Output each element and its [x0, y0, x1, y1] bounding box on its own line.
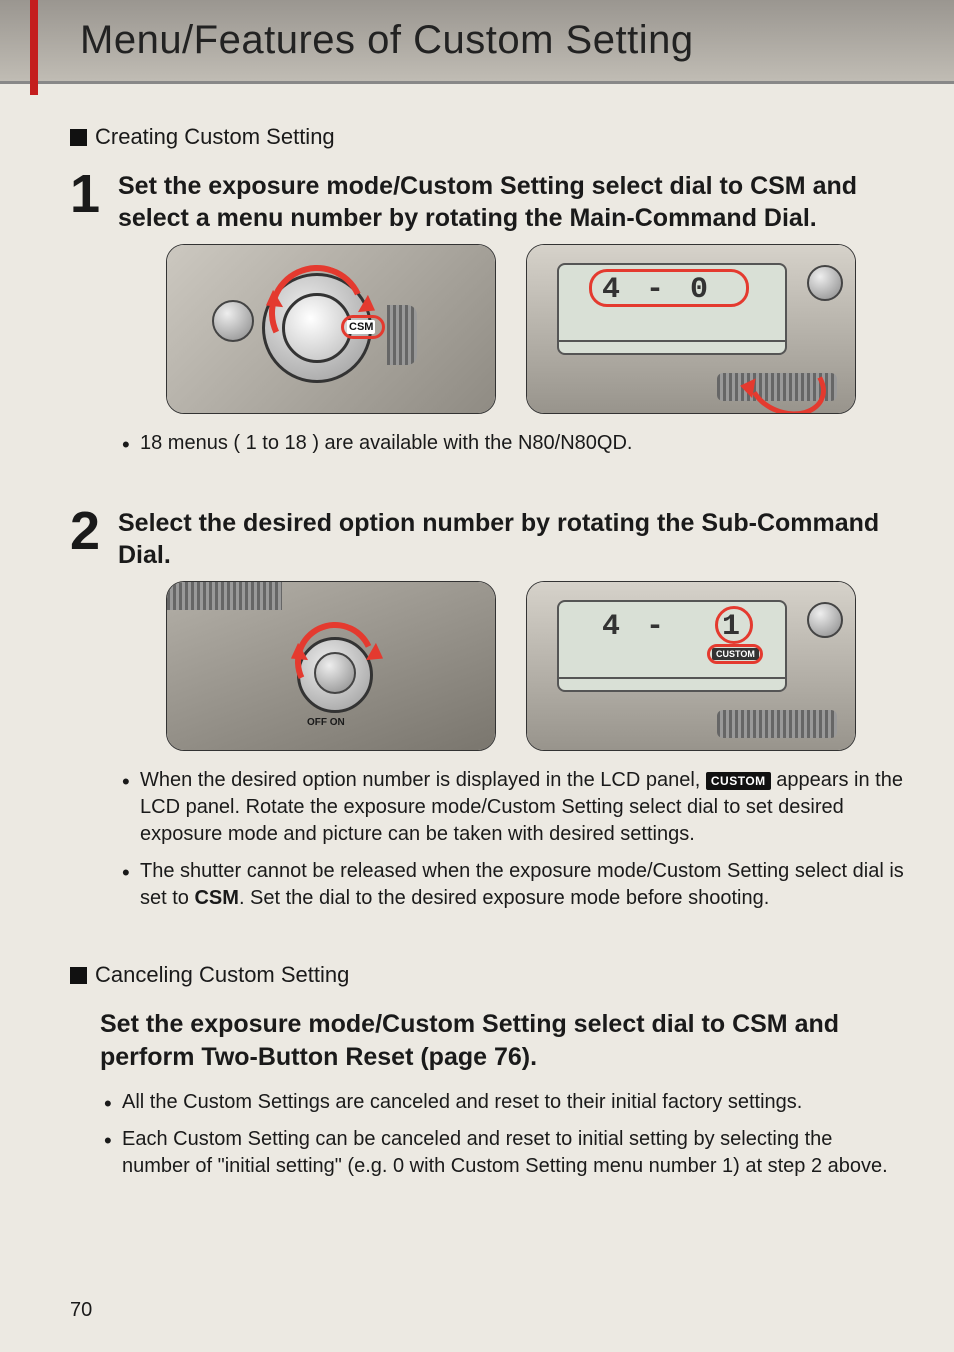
step-2: 2 Select the desired option number by ro… — [70, 507, 904, 922]
step-number: 2 — [70, 507, 104, 922]
step-2-illustrations: OFF ON 4 - 1 CUSTOM — [118, 581, 904, 751]
step-2-body: Select the desired option number by rota… — [118, 507, 904, 922]
step-2-bullets: When the desired option number is displa… — [122, 767, 904, 912]
list-item: Each Custom Setting can be canceled and … — [104, 1126, 904, 1180]
list-item: When the desired option number is displa… — [122, 767, 904, 848]
illustration-subdial: OFF ON — [166, 581, 496, 751]
step-1-illustrations: CSM 4 - 0 — [118, 244, 904, 414]
section-2-bullets: All the Custom Settings are canceled and… — [104, 1089, 904, 1180]
bullet-2b-post: . Set the dial to the desired exposure m… — [239, 887, 769, 909]
section-canceling-label: Canceling Custom Setting — [95, 962, 349, 988]
list-item: The shutter cannot be released when the … — [122, 858, 904, 912]
page-header: Menu/Features of Custom Setting — [0, 0, 954, 84]
lcd-2-text-left: 4 - — [602, 610, 668, 644]
step-1-text-csm: CSM — [750, 172, 806, 200]
custom-badge-inline: CUSTOM — [706, 772, 771, 790]
cancel-heading-a: Set the exposure mode/Custom Setting sel… — [100, 1010, 732, 1038]
cancel-heading: Set the exposure mode/Custom Setting sel… — [100, 1008, 904, 1073]
section-creating-label: Creating Custom Setting — [95, 124, 335, 150]
step-1-bullets: 18 menus ( 1 to 18 ) are available with … — [122, 430, 904, 457]
content-body: Creating Custom Setting 1 Set the exposu… — [0, 84, 954, 1210]
bullet-2a-pre: When the desired option number is displa… — [140, 769, 706, 791]
illustration-dial: CSM — [166, 244, 496, 414]
page-number: 70 — [70, 1299, 92, 1322]
red-side-strip — [30, 0, 38, 95]
step-1-text: Set the exposure mode/Custom Setting sel… — [118, 170, 904, 234]
step-number: 1 — [70, 170, 104, 467]
list-item: 18 menus ( 1 to 18 ) are available with … — [122, 430, 904, 457]
step-2-text-a: Select the desired option number by rota… — [118, 509, 879, 569]
page: Menu/Features of Custom Setting Creating… — [0, 0, 954, 1352]
square-bullet-icon — [70, 129, 87, 146]
step-1-text-a: Set the exposure mode/Custom Setting sel… — [118, 172, 750, 200]
step-1: 1 Set the exposure mode/Custom Setting s… — [70, 170, 904, 467]
section-2-body: Set the exposure mode/Custom Setting sel… — [70, 1008, 904, 1180]
bullet-2b-csm: CSM — [194, 887, 238, 909]
illustration-lcd-1: 4 - 0 — [526, 244, 856, 414]
section-canceling-title: Canceling Custom Setting — [70, 962, 904, 988]
step-1-body: Set the exposure mode/Custom Setting sel… — [118, 170, 904, 467]
step-2-text: Select the desired option number by rota… — [118, 507, 904, 571]
page-title: Menu/Features of Custom Setting — [80, 18, 934, 63]
section-creating-title: Creating Custom Setting — [70, 124, 904, 150]
illustration-lcd-2: 4 - 1 CUSTOM — [526, 581, 856, 751]
square-bullet-icon — [70, 967, 87, 984]
cancel-heading-csm: CSM — [732, 1010, 788, 1038]
list-item: All the Custom Settings are canceled and… — [104, 1089, 904, 1116]
